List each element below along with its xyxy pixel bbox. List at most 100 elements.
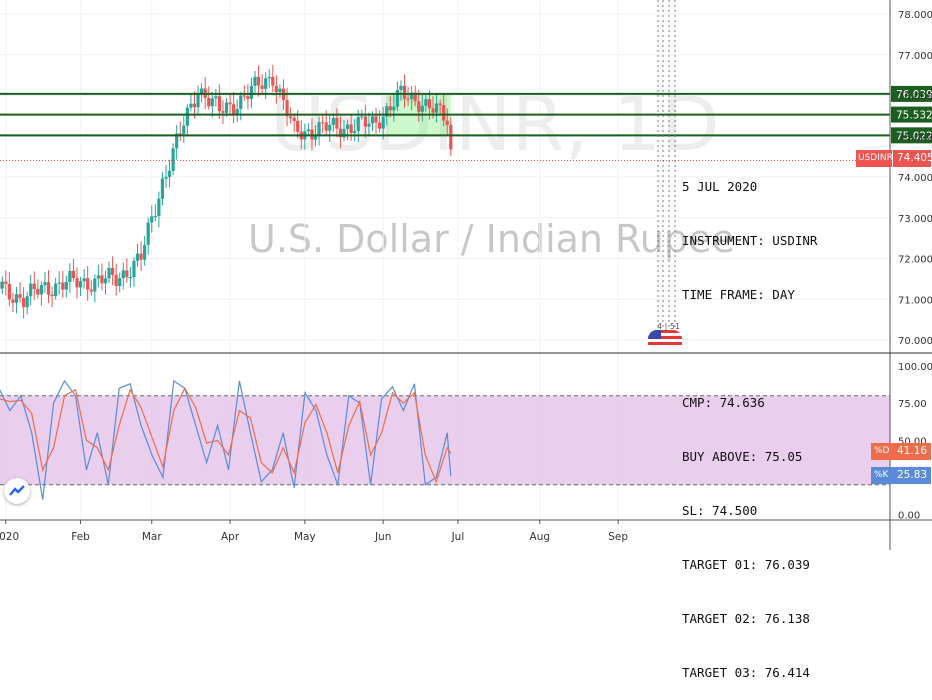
candle-body — [439, 103, 442, 104]
candle-body — [193, 104, 196, 107]
candle-body — [79, 281, 82, 287]
candle-body — [58, 283, 61, 284]
candle-body — [382, 117, 385, 129]
candle-body — [168, 171, 171, 177]
candle-body — [18, 294, 21, 298]
price-badge: 74.405 — [893, 150, 931, 167]
candle-body — [374, 116, 377, 122]
candle-body — [83, 278, 86, 281]
candle-body — [250, 86, 253, 99]
annotation-line — [682, 340, 817, 358]
candle-body — [360, 116, 363, 117]
candle-body — [271, 77, 274, 86]
candle-body — [111, 268, 114, 275]
annotation-line: SL: 74.500 — [682, 502, 817, 520]
candle-body — [403, 86, 406, 99]
y-tick-label: 73.000 — [898, 214, 932, 225]
candle-body — [275, 86, 278, 92]
candle-body — [214, 96, 217, 98]
candle-body — [211, 98, 214, 106]
candle-body — [143, 245, 146, 260]
candle-body — [417, 101, 420, 112]
candle-body — [257, 77, 260, 86]
candle-body — [118, 278, 121, 286]
candle-body — [107, 268, 110, 278]
candle-body — [150, 216, 153, 222]
candle-body — [239, 96, 242, 110]
us-flag-icon[interactable] — [648, 330, 682, 348]
y-tick-label: 74.000 — [898, 173, 932, 184]
candle-body — [353, 131, 356, 133]
candle-body — [428, 99, 431, 108]
candle-body — [228, 103, 231, 105]
stoch-y-tick-label: 75.00 — [898, 399, 927, 410]
candle-body — [172, 148, 175, 170]
candle-body — [147, 223, 150, 245]
candle-body — [421, 106, 424, 112]
candle-body — [139, 254, 142, 260]
x-tick-label: Aug — [530, 531, 551, 543]
candle-body — [357, 117, 360, 131]
candle-body — [157, 199, 160, 216]
candle-body — [36, 289, 39, 294]
candle-body — [40, 285, 43, 294]
candle-body — [75, 278, 78, 287]
candle-body — [26, 296, 29, 307]
y-tick-label: 72.000 — [898, 255, 932, 266]
candle-body — [392, 107, 395, 111]
flag-canton — [648, 330, 661, 339]
x-tick-label: May — [294, 531, 316, 543]
d-label-badge: %D — [871, 443, 893, 460]
candle-body — [218, 96, 221, 111]
candle-body — [221, 111, 224, 113]
candle-body — [164, 177, 167, 179]
candle-body — [43, 282, 46, 285]
annotation-line: BUY ABOVE: 75.05 — [682, 448, 817, 466]
candle-body — [296, 121, 299, 132]
watermark-description: U.S. Dollar / Indian Rupee — [248, 217, 735, 261]
candle-body — [406, 99, 409, 100]
candle-body — [317, 122, 320, 136]
candle-body — [72, 271, 75, 278]
candle-body — [378, 122, 381, 128]
candle-body — [182, 126, 185, 134]
y-tick-label: 71.000 — [898, 295, 932, 306]
candle-body — [332, 118, 335, 125]
annotation-line: CMP: 74.636 — [682, 394, 817, 412]
level-badge-text: 75.532 — [896, 110, 932, 122]
tradingview-logo-icon[interactable] — [4, 478, 30, 504]
candle-body — [115, 275, 118, 286]
candle-body — [435, 103, 438, 112]
candle-body — [47, 282, 50, 295]
candle-body — [321, 122, 324, 123]
candle-body — [90, 290, 93, 292]
candle-body — [328, 125, 331, 131]
x-tick-label: Sep — [608, 531, 628, 543]
x-tick-label: Mar — [142, 531, 162, 543]
candle-body — [161, 179, 164, 199]
candle-body — [399, 86, 402, 90]
k-value-badge: 25.83 — [893, 467, 931, 484]
x-tick-label: Apr — [221, 531, 240, 543]
candle-body — [65, 282, 68, 290]
candle-body — [22, 298, 25, 307]
x-tick-label: Feb — [71, 531, 90, 543]
candle-body — [325, 122, 328, 130]
candle-body — [389, 106, 392, 110]
candle-body — [264, 78, 267, 89]
candle-body — [207, 98, 210, 106]
candle-body — [136, 254, 139, 261]
candle-body — [54, 284, 57, 296]
candle-body — [371, 116, 374, 123]
candle-body — [154, 216, 157, 217]
x-tick-label: Jun — [374, 531, 391, 543]
candle-body — [8, 284, 11, 300]
candle-body — [431, 108, 434, 112]
annotation-line: INSTRUMENT: USDINR — [682, 232, 817, 250]
x-tick-label: Jul — [451, 531, 465, 543]
candle-body — [50, 295, 53, 296]
candle-body — [122, 270, 125, 278]
candle-body — [424, 99, 427, 106]
annotation-line: TARGET 03: 76.414 — [682, 664, 817, 682]
candle-body — [246, 96, 249, 99]
